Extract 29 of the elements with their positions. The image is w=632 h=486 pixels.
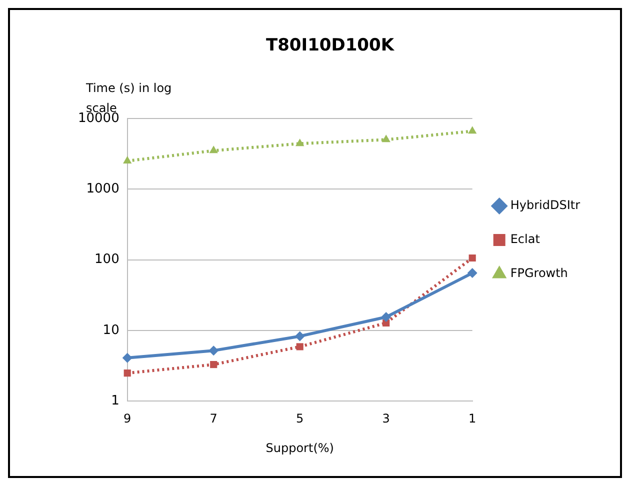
y-tick-label: 100	[94, 252, 120, 268]
legend-label: HybridDSItr	[510, 198, 580, 212]
point	[467, 268, 478, 278]
x-tick-label: 3	[382, 412, 390, 426]
x-tick-label: 1	[468, 412, 476, 426]
point	[381, 312, 392, 322]
x-tick-label: 9	[124, 412, 132, 426]
point	[468, 126, 477, 134]
point	[123, 156, 132, 164]
x-tick-label: 5	[296, 412, 304, 426]
chart-title: T80I10D100K	[266, 36, 395, 56]
legend-label: Eclat	[510, 232, 540, 246]
point	[382, 134, 390, 142]
point	[122, 352, 132, 363]
x-tick-label: 7	[210, 412, 218, 426]
point	[294, 331, 305, 342]
y-tick-label: 10	[102, 322, 120, 338]
point	[296, 343, 304, 350]
point	[209, 146, 218, 154]
point	[468, 254, 476, 262]
point	[210, 361, 218, 368]
point	[296, 138, 304, 146]
y-tick-label: 1000	[86, 181, 120, 196]
y-tick-label: 1	[111, 394, 120, 409]
x-axis-title: Support(%)	[266, 440, 334, 455]
legend-label: FPGrowth	[510, 266, 568, 280]
point	[208, 346, 219, 356]
point	[124, 370, 131, 377]
y-tick-label: 10000	[78, 110, 120, 126]
